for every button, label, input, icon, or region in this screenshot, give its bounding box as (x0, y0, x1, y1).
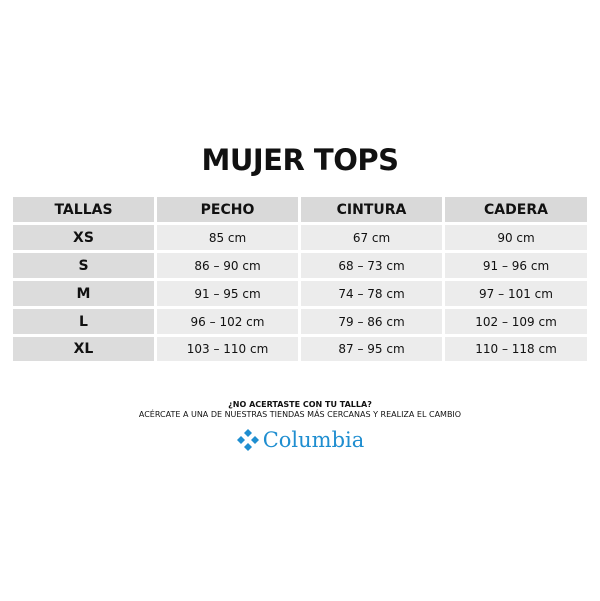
header-cadera: CADERA (445, 197, 587, 222)
footer-question: ¿NO ACERTASTE CON TU TALLA? (228, 400, 372, 409)
size-table: TALLAS PECHO CINTURA CADERA XS 85 cm 67 … (13, 197, 587, 361)
columbia-logo: Columbia (0, 428, 600, 452)
size-cell: L (13, 309, 154, 334)
table-cell: 91 – 95 cm (157, 281, 298, 306)
size-cell: XS (13, 225, 154, 250)
table-cell: 103 – 110 cm (157, 337, 298, 361)
size-cell: M (13, 281, 154, 306)
size-cell: S (13, 253, 154, 278)
table-cell: 90 cm (445, 225, 587, 250)
table-cell: 74 – 78 cm (301, 281, 442, 306)
page-title: MUJER TOPS (201, 143, 399, 177)
table-cell: 68 – 73 cm (301, 253, 442, 278)
table-cell: 79 – 86 cm (301, 309, 442, 334)
brand-name: Columbia (262, 428, 365, 452)
table-cell: 102 – 109 cm (445, 309, 587, 334)
table-cell: 96 – 102 cm (157, 309, 298, 334)
table-cell: 97 – 101 cm (445, 281, 587, 306)
header-cintura: CINTURA (301, 197, 442, 222)
table-cell: 85 cm (157, 225, 298, 250)
diamond-icon (236, 429, 259, 451)
table-cell: 86 – 90 cm (157, 253, 298, 278)
table-cell: 87 – 95 cm (301, 337, 442, 361)
table-cell: 67 cm (301, 225, 442, 250)
table-cell: 110 – 118 cm (445, 337, 587, 361)
header-tallas: TALLAS (13, 197, 154, 222)
size-cell: XL (13, 337, 154, 361)
header-pecho: PECHO (157, 197, 298, 222)
table-cell: 91 – 96 cm (445, 253, 587, 278)
footer-instruction: ACÉRCATE A UNA DE NUESTRAS TIENDAS MÁS C… (138, 410, 462, 419)
